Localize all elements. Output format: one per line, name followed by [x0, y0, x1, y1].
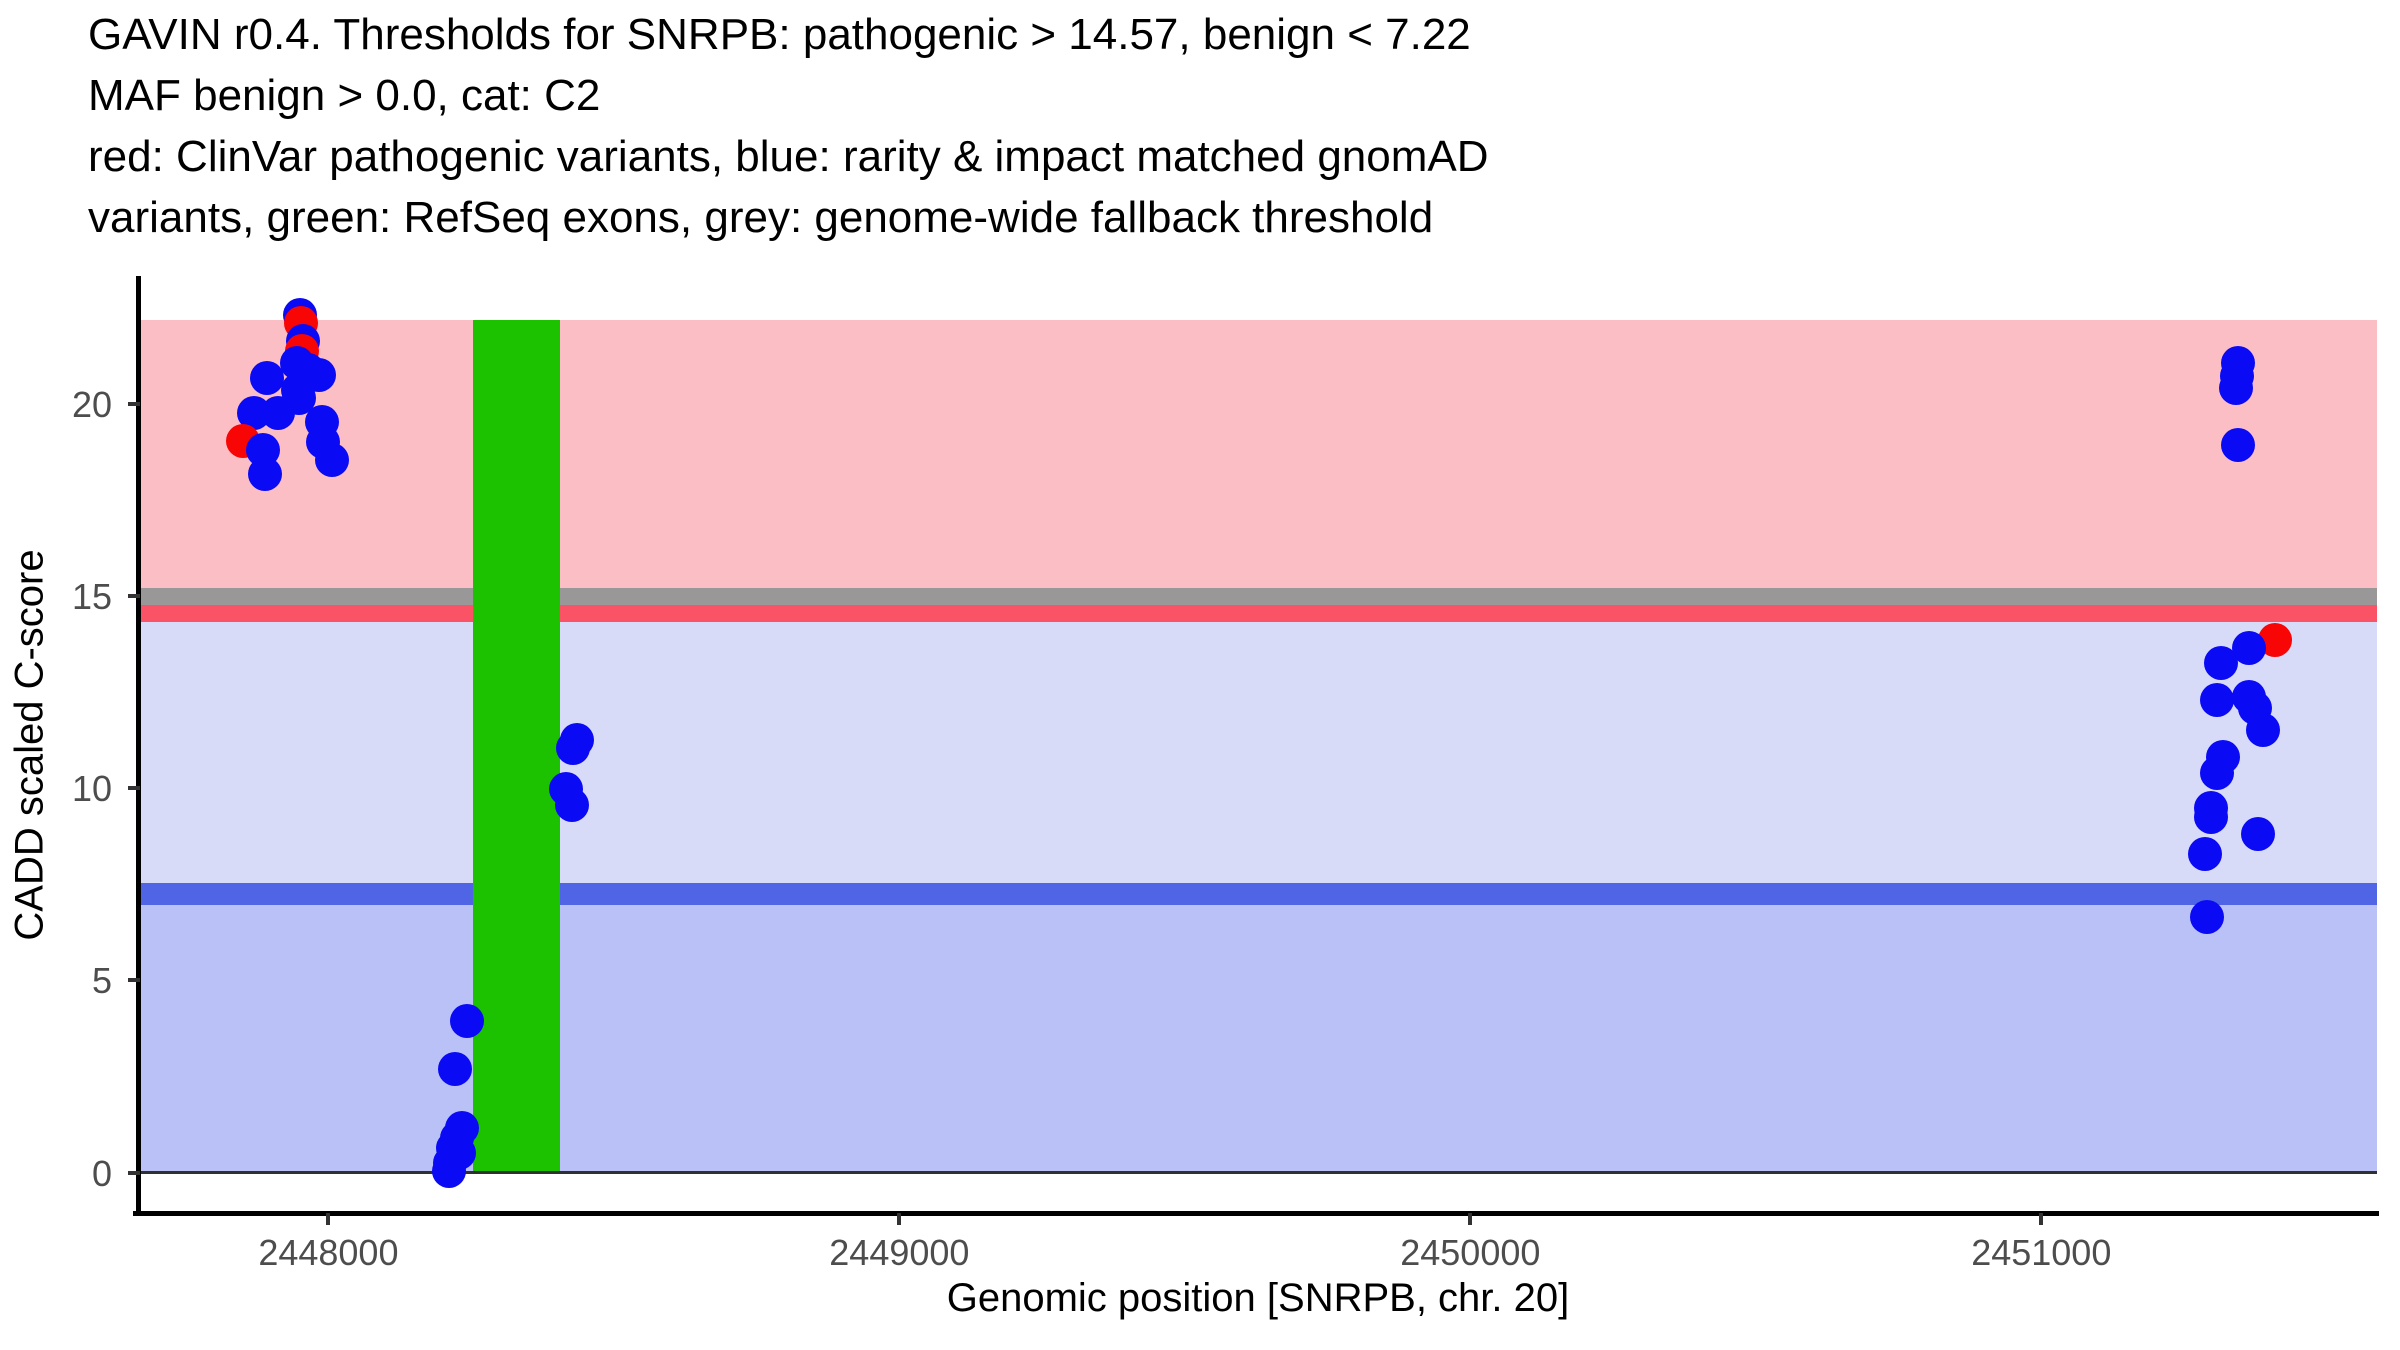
x-tick-label: 2449000 — [829, 1232, 970, 1273]
data-point — [2218, 371, 2253, 406]
benign-threshold-line — [140, 883, 2377, 906]
y-tick — [128, 978, 140, 983]
data-point — [2190, 899, 2225, 934]
x-tick — [1468, 1213, 1473, 1225]
y-tick — [128, 786, 140, 791]
pathogenic-threshold-line — [140, 604, 2377, 622]
x-tick — [897, 1213, 902, 1225]
x-axis-line — [133, 1211, 2379, 1216]
y-tick-label: 20 — [71, 383, 112, 425]
data-point — [314, 442, 349, 477]
data-point — [2241, 816, 2276, 851]
y-tick-label: 5 — [91, 960, 112, 1002]
data-point — [437, 1052, 472, 1087]
y-tick — [128, 1170, 140, 1175]
y-axis-title: CADD scaled C-score — [7, 549, 52, 941]
data-point — [2204, 646, 2239, 681]
chart-title-line-3: red: ClinVar pathogenic variants, blue: … — [88, 132, 1489, 181]
data-point — [2194, 799, 2229, 834]
data-point — [432, 1154, 467, 1189]
data-point — [2199, 756, 2234, 791]
chart-title-line-2: MAF benign > 0.0, cat: C2 — [88, 71, 601, 120]
y-tick — [128, 593, 140, 598]
chart-title-line-4: variants, green: RefSeq exons, grey: gen… — [88, 193, 1434, 242]
y-tick-label: 0 — [91, 1152, 112, 1194]
data-point — [2220, 427, 2255, 462]
data-point — [249, 361, 284, 396]
data-point — [449, 1003, 484, 1038]
x-tick-label: 2448000 — [258, 1232, 399, 1273]
x-tick-label: 2450000 — [1400, 1232, 1541, 1273]
y-tick-label: 10 — [71, 768, 112, 810]
data-point — [2246, 712, 2281, 747]
zero-line — [140, 1171, 2377, 1175]
data-point — [2199, 682, 2234, 717]
y-tick — [128, 401, 140, 406]
data-point — [248, 457, 283, 492]
chart-title-line-1: GAVIN r0.4. Thresholds for SNRPB: pathog… — [88, 10, 1471, 59]
data-point — [556, 730, 591, 765]
data-point — [2187, 837, 2222, 872]
fallback-threshold-band — [140, 588, 2377, 605]
y-tick-label: 15 — [71, 575, 112, 617]
x-axis-title: Genomic position [SNRPB, chr. 20] — [946, 1276, 1570, 1320]
refseq-exon — [472, 319, 560, 1173]
x-tick — [326, 1213, 331, 1225]
x-tick-label: 2451000 — [1971, 1232, 2112, 1273]
y-axis-line — [136, 276, 141, 1216]
chart-title: GAVIN r0.4. Thresholds for SNRPB: pathog… — [88, 4, 1489, 248]
data-point — [555, 788, 590, 823]
x-tick — [2039, 1213, 2044, 1225]
